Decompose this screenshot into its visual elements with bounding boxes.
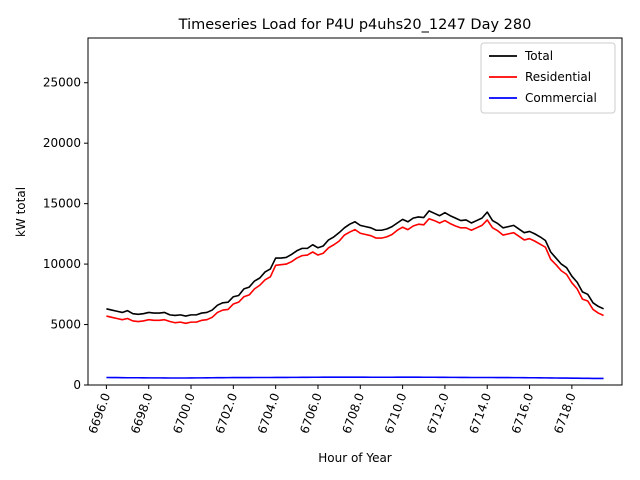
- legend-label-total: Total: [524, 49, 553, 63]
- series-line-commercial: [106, 376, 604, 380]
- legend-label-residential: Residential: [525, 70, 591, 84]
- chart-title: Timeseries Load for P4U p4uhs20_1247 Day…: [178, 17, 532, 33]
- y-tick-label: 15000: [43, 197, 81, 211]
- legend-label-commercial: Commercial: [525, 91, 597, 105]
- series-line-residential: [106, 217, 604, 325]
- y-tick-label: 0: [73, 378, 81, 392]
- series-line-total: [106, 210, 604, 317]
- legend-box: [480, 42, 616, 114]
- series-layer: [106, 210, 604, 380]
- axes-border: [87, 37, 623, 386]
- x-axis-label: Hour of Year: [318, 451, 392, 465]
- y-tick-label: 20000: [43, 136, 81, 150]
- y-tick-label: 10000: [43, 257, 81, 271]
- y-tick-label: 5000: [50, 318, 81, 332]
- legend: Total Residential Commercial: [480, 42, 616, 114]
- y-tick-label: 25000: [43, 76, 81, 90]
- y-axis: 0 5000 10000 15000 20000 25000: [43, 76, 88, 392]
- y-axis-label: kW total: [14, 187, 28, 237]
